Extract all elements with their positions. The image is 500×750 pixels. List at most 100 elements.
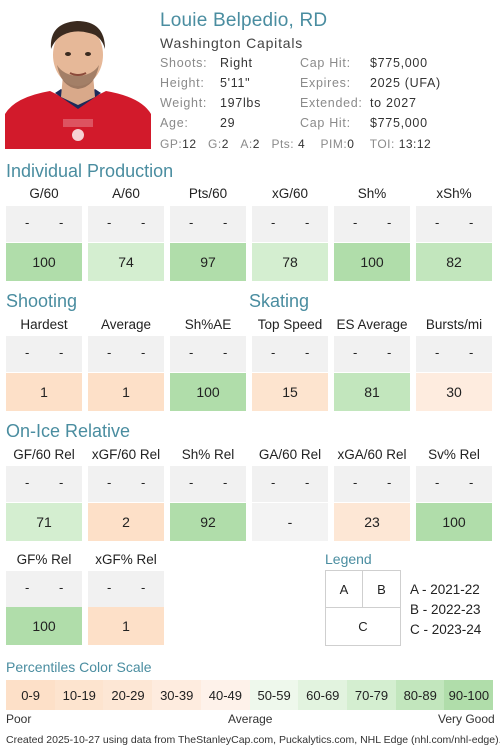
percentile-cell: 30 — [416, 373, 492, 411]
metric-header: xGA/60 Rel — [337, 447, 407, 462]
season-b-value: - — [59, 215, 64, 230]
scale-bucket: 0-9 — [6, 680, 56, 710]
percentile-cell: 1 — [88, 373, 164, 411]
season-values-cell: -- — [88, 571, 164, 607]
percentile-cell: 100 — [6, 607, 82, 645]
age-label: Age: — [160, 116, 189, 130]
legend-key-c: C - 2023-24 — [410, 622, 482, 637]
percentile-cell: 81 — [334, 373, 410, 411]
percentile-cell: 78 — [252, 243, 328, 281]
season-values-cell: -- — [88, 206, 164, 242]
scale-bucket: 40-49 — [200, 680, 250, 710]
season-values-cell: -- — [170, 206, 246, 242]
percentile-cell: 1 — [6, 373, 82, 411]
player-name: Louie Belpedio, RD — [160, 10, 328, 31]
scale-label-poor: Poor — [6, 712, 32, 726]
percentile-cell: 2 — [88, 503, 164, 541]
scale-bucket: 20-29 — [103, 680, 153, 710]
season-a-value: - — [435, 345, 440, 360]
percentile-cell: 100 — [170, 373, 246, 411]
scale-bucket: 70-79 — [346, 680, 397, 710]
scale-title: Percentiles Color Scale — [6, 659, 152, 675]
season-b-value: - — [141, 475, 146, 490]
caphit2-label: Cap Hit: — [300, 116, 351, 130]
season-a-value: - — [25, 580, 30, 595]
season-b-value: - — [387, 215, 392, 230]
percentile-cell: 100 — [416, 503, 492, 541]
percentile-cell: 92 — [170, 503, 246, 541]
metric-header: G/60 — [29, 186, 59, 201]
scale-bucket: 90-100 — [444, 680, 494, 710]
season-b-value: - — [469, 215, 474, 230]
percentile-cell: 1 — [88, 607, 164, 645]
toi-label: TOI: — [369, 137, 395, 151]
section-title-skating: Skating — [249, 291, 310, 311]
metric-header: Bursts/mi — [425, 317, 483, 332]
season-values-cell: -- — [334, 466, 410, 502]
season-values-cell: -- — [170, 466, 246, 502]
season-values-cell: -- — [6, 466, 82, 502]
percentile-cell: 71 — [6, 503, 82, 541]
metric-header: xGF% Rel — [95, 552, 157, 567]
season-a-value: - — [189, 345, 194, 360]
metric-header: Sh% — [357, 186, 387, 201]
scale-bucket: 10-19 — [54, 680, 104, 710]
legend-key-a: A - 2021-22 — [410, 582, 480, 597]
age-value: 29 — [220, 116, 236, 130]
percentile-cell: 100 — [334, 243, 410, 281]
scale-bucket: 50-59 — [249, 680, 299, 710]
season-values-cell: -- — [6, 571, 82, 607]
season-b-value: - — [469, 475, 474, 490]
season-a-value: - — [25, 215, 30, 230]
season-a-value: - — [107, 215, 112, 230]
weight-label: Weight: — [160, 96, 208, 110]
metric-header: A/60 — [112, 186, 140, 201]
height-label: Height: — [160, 76, 205, 90]
metric-header: Hardest — [20, 317, 68, 332]
scale-label-average: Average — [228, 712, 273, 726]
metric-header: GF% Rel — [16, 552, 72, 567]
season-a-value: - — [25, 345, 30, 360]
percentile-cell: 100 — [6, 243, 82, 281]
season-b-value: - — [305, 475, 310, 490]
legend-box-a: A — [325, 570, 363, 608]
section-title-shooting: Shooting — [6, 291, 78, 311]
metric-header: GF/60 Rel — [13, 447, 75, 462]
legend-key-b: B - 2022-23 — [410, 602, 481, 617]
metric-header: Average — [100, 317, 152, 332]
season-a-value: - — [107, 580, 112, 595]
a-value: 2 — [252, 137, 260, 151]
caphit-value: $775,000 — [370, 56, 428, 70]
g-value: 2 — [221, 137, 229, 151]
percentile-cell: 97 — [170, 243, 246, 281]
expires-label: Expires: — [300, 76, 351, 90]
season-values-cell: -- — [170, 336, 246, 372]
season-values-cell: -- — [416, 466, 492, 502]
pim-value: 0 — [347, 137, 355, 151]
season-a-value: - — [435, 215, 440, 230]
percentile-cell: 82 — [416, 243, 492, 281]
toi-value: 13:12 — [398, 137, 432, 151]
section-title-production: Individual Production — [6, 161, 174, 181]
season-values-cell: -- — [6, 336, 82, 372]
season-a-value: - — [25, 475, 30, 490]
season-b-value: - — [141, 580, 146, 595]
g-label: G: — [208, 137, 222, 151]
legend-box-c: C — [325, 607, 401, 646]
caphit-label: Cap Hit: — [300, 56, 351, 70]
season-values-cell: -- — [252, 466, 328, 502]
percentile-cell: 15 — [252, 373, 328, 411]
season-a-value: - — [353, 345, 358, 360]
season-b-value: - — [59, 345, 64, 360]
season-a-value: - — [353, 215, 358, 230]
gp-label: GP: — [160, 137, 183, 151]
caphit2-value: $775,000 — [370, 116, 428, 130]
extended-value: to 2027 — [370, 96, 417, 110]
scale-label-very-good: Very Good — [438, 712, 495, 726]
shoots-label: Shoots: — [160, 56, 208, 70]
footer-credits: Created 2025-10-27 using data from TheSt… — [6, 734, 500, 746]
season-b-value: - — [387, 475, 392, 490]
metric-header: xSh% — [436, 186, 472, 201]
season-b-value: - — [59, 580, 64, 595]
season-stat-line: GP:12 G:2 A:2 Pts: 4 PIM:0 TOI: 13:12 — [160, 137, 431, 151]
